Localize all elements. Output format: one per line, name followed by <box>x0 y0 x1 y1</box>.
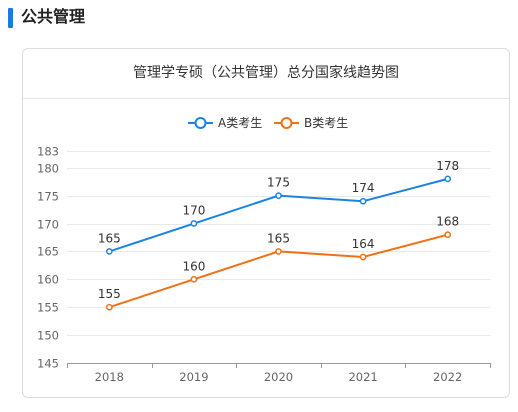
data-label: 170 <box>182 204 205 218</box>
y-tick-label: 165 <box>37 245 59 259</box>
chart-card: 管理学专硕（公共管理）总分国家线趋势图 <box>22 48 510 398</box>
y-tick-label: 160 <box>37 273 59 287</box>
section-title: 公共管理 <box>21 7 86 26</box>
data-point <box>105 248 113 255</box>
data-point <box>190 220 198 227</box>
legend-label: B类考生 <box>304 116 348 130</box>
x-tick-label: 2019 <box>179 370 208 384</box>
data-label: 165 <box>267 231 290 245</box>
data-point <box>275 248 282 255</box>
data-point <box>359 253 367 261</box>
data-point <box>444 175 452 183</box>
legend-swatch-marker <box>280 117 293 129</box>
x-tick-label: 2021 <box>348 370 377 384</box>
data-label: 165 <box>98 231 121 245</box>
x-tick-label: 2018 <box>95 370 124 384</box>
y-tick-label: 175 <box>37 190 59 204</box>
series-line-b <box>108 233 448 309</box>
y-tick-label: 180 <box>37 162 59 176</box>
data-point <box>359 197 367 205</box>
x-tick-label: 2020 <box>264 370 293 384</box>
y-tick-label: 155 <box>37 301 59 315</box>
legend-swatch-marker <box>194 117 207 129</box>
legend-label: A类考生 <box>218 116 262 130</box>
card-divider <box>23 98 509 99</box>
data-point <box>275 192 282 199</box>
y-tick-label: 183 <box>37 145 59 159</box>
data-label: 174 <box>352 181 375 195</box>
data-point <box>444 231 452 239</box>
chart-title: 管理学专硕（公共管理）总分国家线趋势图 <box>133 65 399 81</box>
data-point <box>105 303 113 311</box>
section-accent-bar <box>8 8 13 28</box>
y-tick-label: 170 <box>37 218 59 232</box>
data-label: 155 <box>98 287 121 301</box>
data-label: 160 <box>182 259 205 273</box>
data-label: 175 <box>267 176 290 190</box>
y-tick-label: 145 <box>37 357 59 371</box>
data-point <box>190 275 198 283</box>
data-label: 168 <box>436 215 459 229</box>
y-tick-label: 150 <box>37 329 59 343</box>
x-tick-label: 2022 <box>433 370 462 384</box>
data-label: 164 <box>352 237 375 251</box>
data-label: 178 <box>436 159 459 173</box>
